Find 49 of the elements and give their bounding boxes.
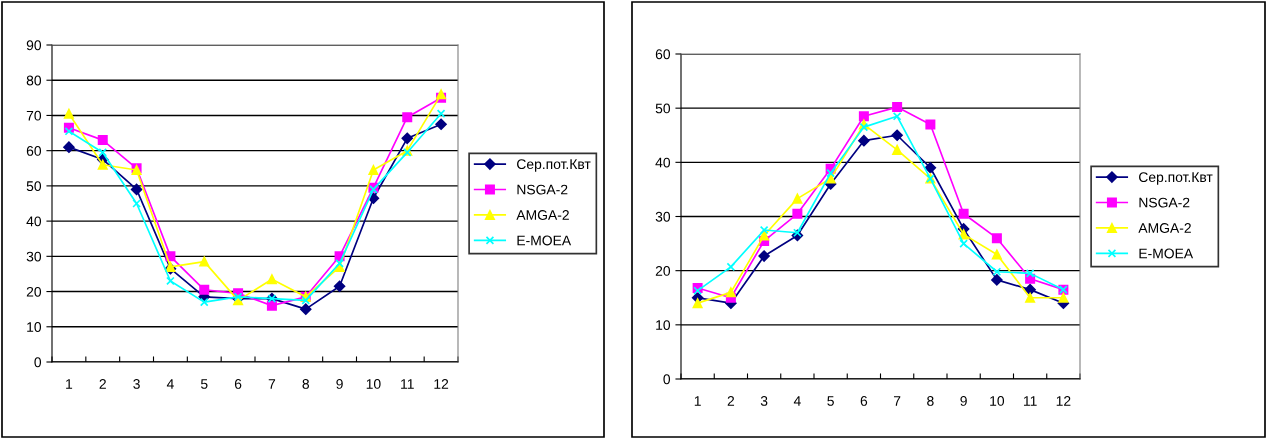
y-tick-label: 0 (663, 374, 671, 385)
x-tick-label: 12 (434, 379, 449, 389)
y-tick-label: 50 (655, 103, 671, 114)
y-tick-label: 70 (26, 110, 42, 121)
y-tick-label: 40 (655, 157, 671, 168)
y-tick-label: 50 (26, 181, 42, 192)
y-tick-label: 90 (26, 40, 42, 51)
legend-label: NSGA-2 (1139, 197, 1190, 208)
x-tick-label: 12 (1056, 396, 1071, 406)
y-tick-label: 30 (655, 211, 671, 222)
x-tick-label: 2 (727, 396, 735, 406)
x-tick-label: 1 (66, 379, 73, 389)
legend-label: E-MOEA (517, 235, 572, 246)
x-tick-label: 8 (302, 379, 310, 389)
x-tick-label: 7 (893, 396, 901, 406)
y-tick-label: 40 (26, 216, 42, 227)
legend-label: AMGA-2 (1138, 223, 1191, 233)
x-tick-label: 4 (793, 396, 801, 406)
x-tick-label: 7 (268, 379, 276, 389)
x-tick-label: 5 (827, 396, 834, 406)
y-tick-label: 60 (26, 146, 42, 156)
x-tick-label: 3 (760, 396, 768, 406)
x-tick-label: 1 (694, 396, 701, 406)
legend-label: NSGA-2 (517, 184, 568, 195)
x-tick-label: 10 (366, 379, 381, 389)
x-tick-label: 3 (133, 379, 140, 389)
x-tick-label: 9 (336, 379, 343, 389)
legend-label: AMGA-2 (516, 210, 569, 220)
legend-label: Сер.пот.Квт (517, 159, 591, 172)
y-tick-label: 30 (26, 251, 42, 262)
x-tick-label: 5 (200, 379, 208, 389)
x-tick-label: 8 (927, 396, 934, 406)
y-tick-label: 80 (26, 75, 42, 86)
y-tick-label: 10 (656, 320, 671, 330)
x-tick-label: 6 (860, 396, 868, 406)
y-tick-label: 20 (26, 286, 42, 297)
x-tick-label: 11 (1023, 396, 1037, 406)
y-tick-label: 0 (34, 357, 42, 368)
x-tick-label: 4 (166, 379, 174, 389)
legend-label: Сер.пот.Квт (1139, 172, 1213, 185)
y-tick-label: 10 (27, 322, 42, 332)
x-tick-label: 6 (234, 379, 242, 389)
x-tick-label: 11 (401, 379, 414, 389)
x-tick-label: 10 (990, 396, 1005, 406)
y-tick-label: 20 (655, 266, 671, 276)
x-tick-label: 2 (99, 379, 106, 389)
x-tick-label: 9 (960, 396, 967, 406)
legend-label: E-MOEA (1139, 248, 1194, 259)
y-tick-label: 60 (655, 49, 671, 60)
